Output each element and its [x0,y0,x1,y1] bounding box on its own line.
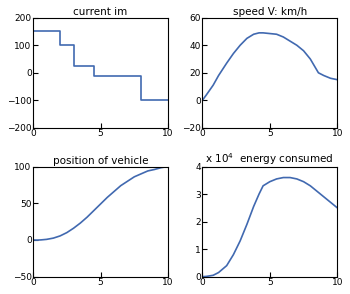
Title: speed V: km/h: speed V: km/h [233,7,307,17]
Title: current im: current im [74,7,128,17]
Title: position of vehicle: position of vehicle [53,156,148,166]
Title: x 10$^4$  energy consumed: x 10$^4$ energy consumed [205,151,334,166]
